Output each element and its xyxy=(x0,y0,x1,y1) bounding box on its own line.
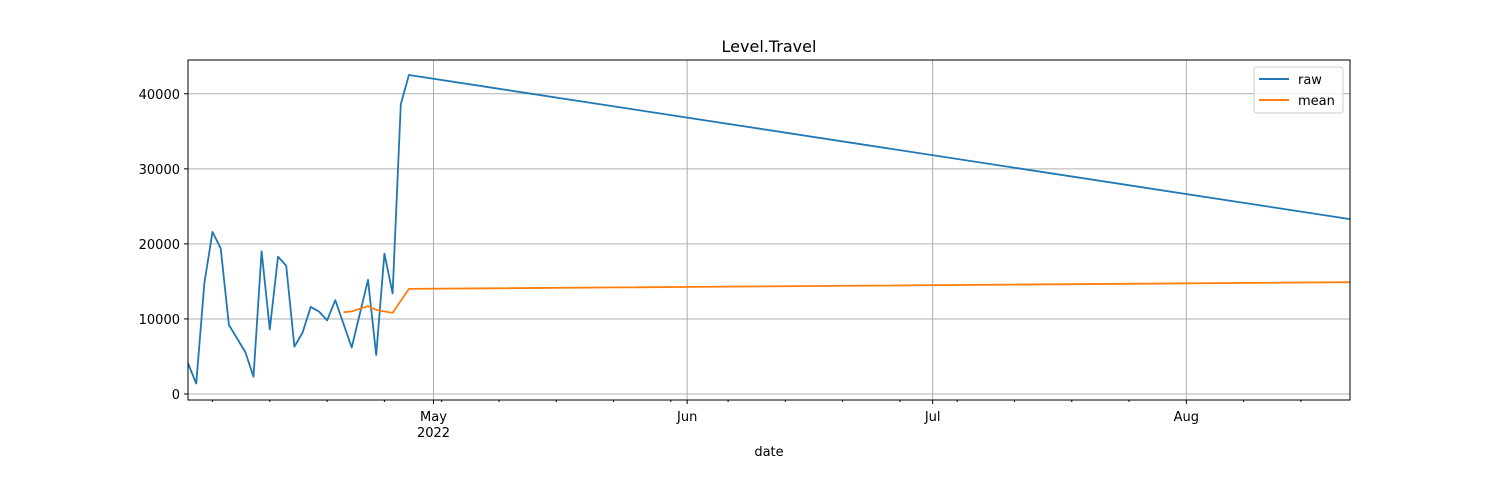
chart-title: Level.Travel xyxy=(722,37,817,56)
y-tick-label: 40000 xyxy=(139,88,180,103)
x-tick-label: Jul xyxy=(924,410,941,425)
x-tick-label: Aug xyxy=(1174,410,1199,425)
series-mean-line xyxy=(343,281,1351,314)
y-tick-label: 30000 xyxy=(139,163,180,178)
x-tick-label: Jun xyxy=(676,410,697,425)
x-tick-sublabel: 2022 xyxy=(417,426,450,441)
x-axis-label: date xyxy=(754,445,783,460)
plot-frame xyxy=(187,59,1351,401)
y-tick-label: 0 xyxy=(172,388,180,403)
x-tick-label: May xyxy=(420,410,447,425)
series-layer xyxy=(187,74,1351,385)
grid xyxy=(188,60,1350,400)
legend: raw mean xyxy=(1253,66,1344,114)
y-axis: 0 10000 20000 30000 40000 xyxy=(139,88,188,403)
legend-mean-label: mean xyxy=(1298,94,1335,109)
legend-raw-label: raw xyxy=(1298,73,1322,88)
y-tick-label: 20000 xyxy=(139,238,180,253)
y-tick-label: 10000 xyxy=(139,313,180,328)
series-raw-line xyxy=(187,74,1351,385)
